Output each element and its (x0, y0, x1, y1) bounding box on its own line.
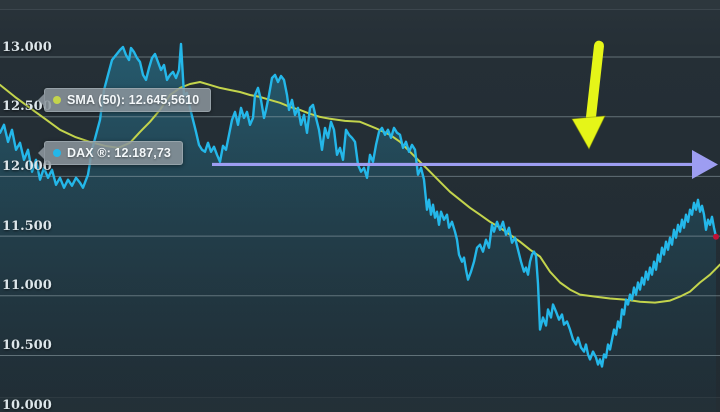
sma-series-line[interactable] (0, 81, 720, 304)
last-price-marker (713, 233, 719, 240)
horizontal-arrow-head-icon[interactable] (692, 149, 718, 179)
dax-series-line[interactable] (0, 42, 718, 368)
down-arrow-shaft-icon[interactable] (586, 40, 604, 122)
dax-area-fill (0, 44, 716, 412)
dax-tooltip: DAX ®: 12.187,73 (38, 141, 183, 165)
down-arrow-head-icon[interactable] (571, 115, 606, 151)
dax-tooltip-text: DAX ®: 12.187,73 (67, 146, 171, 160)
sma-tooltip-text: SMA (50): 12.645,5610 (67, 93, 200, 107)
dax-series-dot-icon (53, 149, 61, 157)
tooltip-notch (38, 146, 45, 160)
top-border-strip (0, 0, 720, 10)
tooltip-notch (38, 93, 45, 107)
sma-series-dot-icon (53, 96, 61, 104)
sma-tooltip: SMA (50): 12.645,5610 (38, 88, 212, 112)
